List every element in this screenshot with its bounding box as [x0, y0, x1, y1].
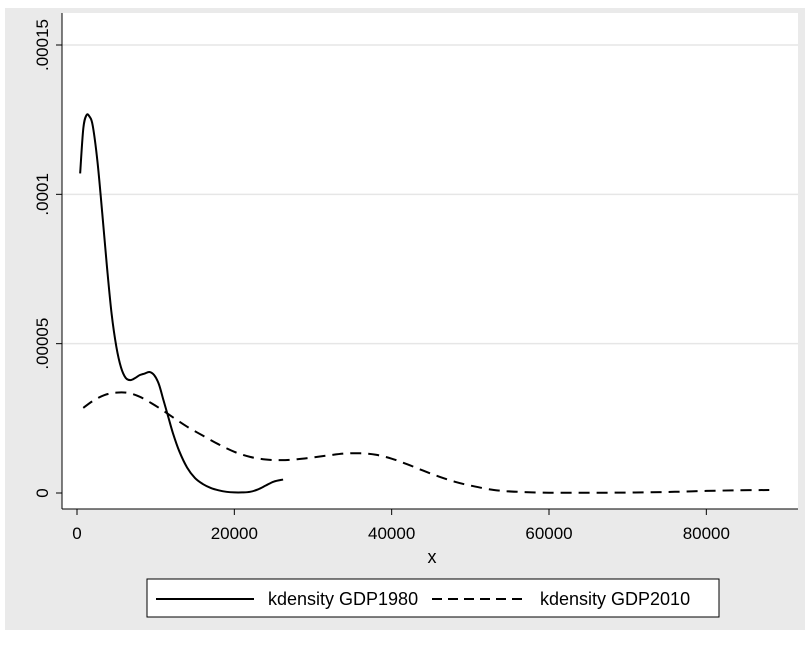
x-axis-title: x: [428, 547, 437, 567]
legend: kdensity GDP1980 kdensity GDP2010: [146, 578, 720, 618]
legend-label-gdp2010: kdensity GDP2010: [540, 589, 690, 609]
x-tick-label-3: 60000: [525, 524, 572, 543]
grid-lines: [62, 44, 798, 345]
legend-label-gdp1980: kdensity GDP1980: [268, 589, 418, 609]
x-tick-label-4: 80000: [683, 524, 730, 543]
series-lines: [79, 113, 770, 494]
y-axis: 0 .00005 .0001 .00015: [33, 13, 63, 509]
y-tick-label-3: .00015: [33, 19, 52, 71]
series-line-kdensity-gdp2010: [82, 391, 770, 494]
y-tick-label-0: 0: [33, 488, 52, 497]
x-tick-label-1: 20000: [211, 524, 258, 543]
y-tick-label-2: .0001: [33, 173, 52, 216]
x-axis: 0 20000 40000 60000 80000: [62, 508, 798, 543]
y-tick-label-1: .00005: [33, 318, 52, 370]
series-line-kdensity-gdp1980: [79, 113, 284, 494]
x-tick-label-2: 40000: [368, 524, 415, 543]
x-tick-label-0: 0: [72, 524, 81, 543]
